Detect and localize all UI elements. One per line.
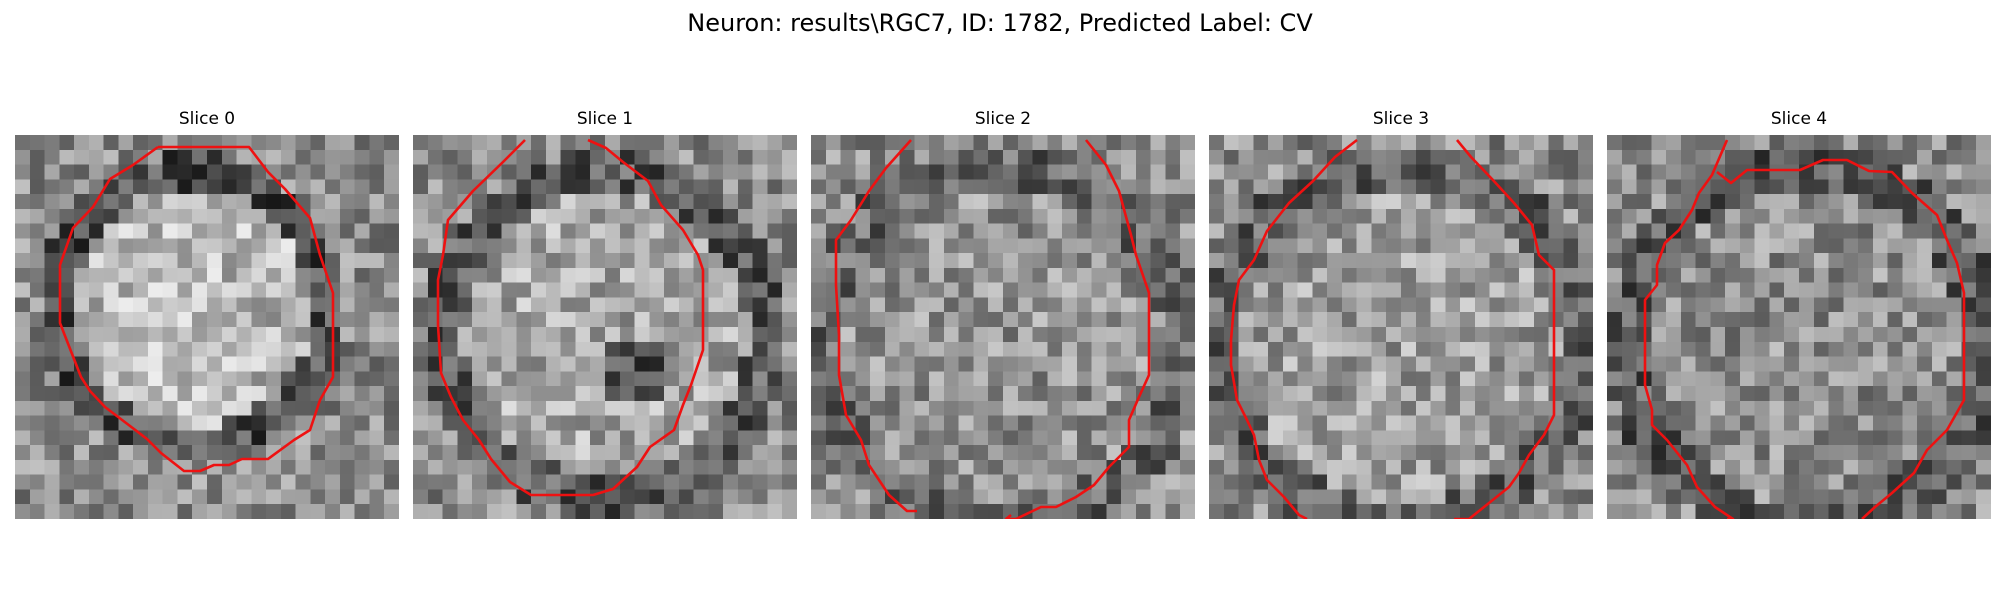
figure-title: Neuron: results\RGC7, ID: 1782, Predicte… xyxy=(0,6,2000,40)
neuron-contour-1 xyxy=(413,135,797,519)
contour-line-1 xyxy=(438,140,703,495)
contour-line-4b xyxy=(1717,160,1964,519)
contour-line-3 xyxy=(1231,140,1357,519)
slice-image-3 xyxy=(1209,135,1593,519)
slice-image-4 xyxy=(1607,135,1991,519)
slice-panel-4: Slice 4 xyxy=(1607,108,1991,130)
slice-title-0: Slice 0 xyxy=(15,108,399,130)
slice-panel-1: Slice 1 xyxy=(413,108,797,130)
contour-line-2 xyxy=(836,140,917,511)
contour-line-0 xyxy=(60,147,333,471)
contour-line-2b xyxy=(1006,140,1149,519)
neuron-contour-3 xyxy=(1209,135,1593,519)
slice-panel-3: Slice 3 xyxy=(1209,108,1593,130)
neuron-contour-4 xyxy=(1607,135,1991,519)
neuron-contour-0 xyxy=(15,135,399,519)
contour-line-3b xyxy=(1454,140,1554,519)
slice-title-1: Slice 1 xyxy=(413,108,797,130)
slice-image-2 xyxy=(811,135,1195,519)
slice-image-0 xyxy=(15,135,399,519)
slice-panel-2: Slice 2 xyxy=(811,108,1195,130)
slice-image-1 xyxy=(413,135,797,519)
slice-panel-0: Slice 0 xyxy=(15,108,399,130)
slice-title-4: Slice 4 xyxy=(1607,108,1991,130)
slice-title-3: Slice 3 xyxy=(1209,108,1593,130)
neuron-contour-2 xyxy=(811,135,1195,519)
contour-line-4 xyxy=(1645,140,1733,519)
slice-title-2: Slice 2 xyxy=(811,108,1195,130)
